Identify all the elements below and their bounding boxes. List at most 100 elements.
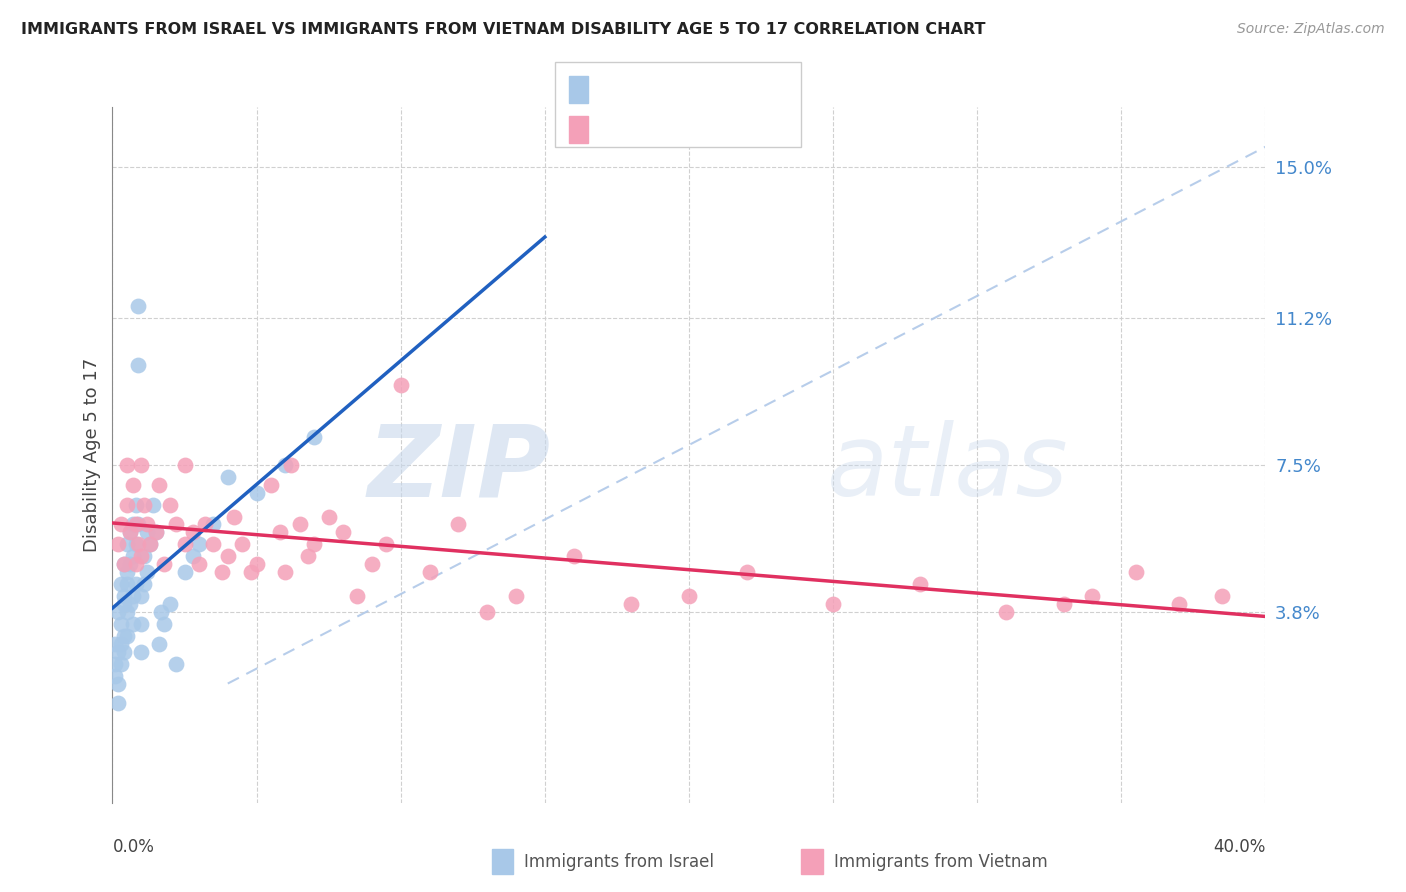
Point (112, 629, 135, 643)
Point (375, 537, 398, 551)
Point (1052, 597, 1074, 611)
Point (136, 517, 159, 532)
Point (447, 517, 470, 532)
Point (142, 498, 165, 512)
Point (115, 605, 138, 619)
Point (153, 558, 176, 572)
Y-axis label: Disability Age 5 to 17: Disability Age 5 to 17 (83, 358, 101, 552)
Point (127, 537, 149, 551)
Point (231, 537, 253, 551)
Point (505, 589, 527, 603)
Point (107, 605, 129, 619)
Point (159, 597, 181, 611)
Point (304, 537, 326, 551)
Point (124, 537, 146, 551)
Text: ZIP: ZIP (367, 420, 551, 517)
Point (129, 616, 153, 631)
Point (118, 558, 141, 572)
Point (118, 597, 141, 611)
Text: 0.0%: 0.0% (112, 838, 155, 856)
Point (173, 565, 195, 579)
Point (153, 616, 176, 631)
Text: Immigrants from Vietnam: Immigrants from Vietnam (834, 853, 1047, 871)
Point (280, 458, 302, 472)
Point (134, 498, 156, 512)
Point (118, 525, 141, 540)
Point (121, 616, 143, 631)
Point (148, 477, 170, 491)
Point (110, 577, 132, 591)
Text: R =: R = (596, 120, 633, 138)
Point (107, 697, 129, 711)
Point (129, 645, 153, 659)
Point (134, 577, 156, 591)
Point (173, 458, 195, 472)
Point (104, 657, 127, 671)
Point (274, 458, 297, 472)
Point (1167, 597, 1189, 611)
Text: Source: ZipAtlas.com: Source: ZipAtlas.com (1237, 22, 1385, 37)
Point (419, 565, 441, 579)
Point (908, 577, 931, 591)
Point (104, 668, 127, 682)
Point (245, 485, 267, 500)
Text: 0.246: 0.246 (630, 80, 682, 98)
Point (173, 537, 195, 551)
Point (821, 597, 844, 611)
Point (562, 549, 585, 564)
Point (360, 558, 382, 572)
Point (260, 477, 283, 491)
Point (112, 597, 135, 611)
Point (194, 517, 217, 532)
Point (127, 299, 149, 313)
Point (110, 517, 132, 532)
Point (112, 558, 135, 572)
Point (127, 359, 149, 373)
Text: 61: 61 (733, 120, 755, 138)
Point (110, 657, 132, 671)
Point (129, 549, 153, 564)
Point (115, 537, 138, 551)
Point (678, 589, 700, 603)
Text: N =: N = (686, 120, 734, 138)
Point (735, 565, 758, 579)
Point (121, 477, 143, 491)
Point (389, 378, 412, 392)
Text: 57: 57 (725, 80, 748, 98)
Point (217, 470, 239, 484)
Point (104, 637, 127, 651)
Point (148, 637, 170, 651)
Point (115, 577, 138, 591)
Text: -0.226: -0.226 (630, 120, 689, 138)
Point (110, 616, 132, 631)
Point (159, 498, 181, 512)
Point (121, 549, 143, 564)
Point (107, 537, 129, 551)
Point (127, 517, 149, 532)
Point (129, 589, 153, 603)
Point (297, 549, 319, 564)
Point (217, 549, 239, 564)
Point (475, 605, 498, 619)
Point (318, 509, 340, 524)
Text: Immigrants from Israel: Immigrants from Israel (524, 853, 714, 871)
Point (181, 525, 204, 540)
Point (332, 525, 354, 540)
Point (145, 525, 167, 540)
Point (1211, 589, 1233, 603)
Point (620, 597, 643, 611)
Point (121, 517, 143, 532)
Point (202, 517, 225, 532)
Point (346, 589, 368, 603)
Point (112, 589, 135, 603)
Point (181, 549, 204, 564)
Text: 40.0%: 40.0% (1213, 838, 1265, 856)
Point (129, 458, 153, 472)
Point (110, 637, 132, 651)
Point (239, 565, 262, 579)
Text: N =: N = (679, 80, 727, 98)
Point (188, 558, 211, 572)
Point (124, 498, 146, 512)
Point (165, 657, 187, 671)
Point (107, 645, 129, 659)
